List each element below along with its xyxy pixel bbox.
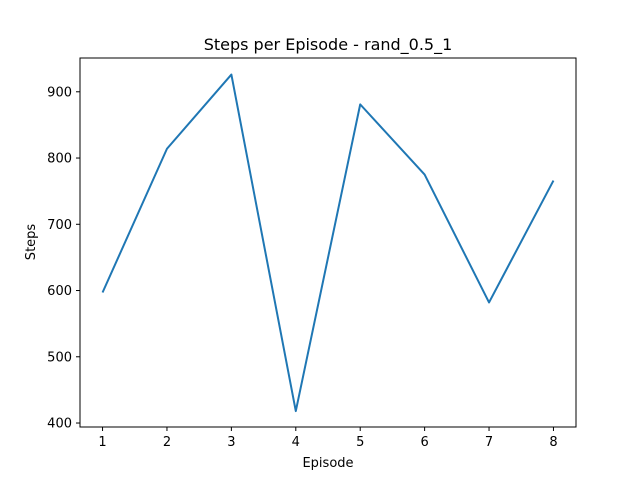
chart-title: Steps per Episode - rand_0.5_1	[204, 35, 453, 55]
y-tick-label: 900	[47, 85, 72, 100]
x-axis-label: Episode	[302, 456, 353, 471]
series-points	[102, 74, 554, 412]
plot-area-frame	[79, 57, 577, 428]
x-tick-label: 3	[227, 435, 235, 450]
x-tick-label: 7	[485, 435, 493, 450]
y-tick-label: 400	[47, 417, 72, 432]
x-tick-label: 5	[356, 435, 364, 450]
y-tick-label: 700	[47, 218, 72, 233]
x-tick-label: 2	[163, 435, 171, 450]
y-axis: 400 500 600 700 800 900	[47, 85, 80, 432]
x-tick-label: 1	[98, 435, 106, 450]
y-tick-label: 600	[47, 284, 72, 299]
x-tick-label: 8	[549, 435, 557, 450]
x-axis: 1 2 3 4 5 6 7 8	[98, 427, 558, 450]
x-tick-label: 4	[292, 435, 300, 450]
y-tick-label: 500	[47, 350, 72, 365]
y-tick-label: 800	[47, 152, 72, 167]
x-tick-label: 6	[420, 435, 428, 450]
series-line	[101, 73, 555, 413]
y-axis-label: Steps	[24, 224, 39, 261]
